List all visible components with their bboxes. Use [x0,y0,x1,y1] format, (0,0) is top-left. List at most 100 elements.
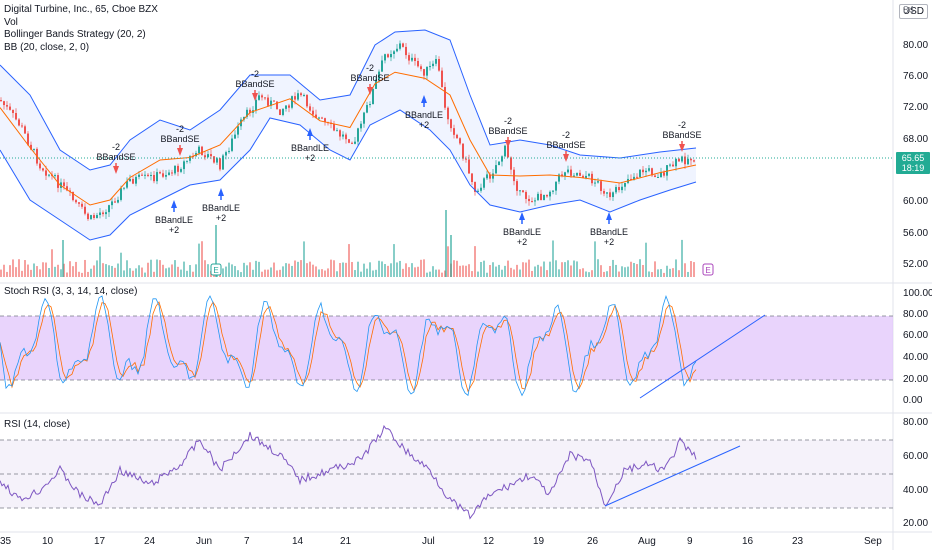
volume-bar [507,260,509,277]
candle-body [264,97,266,99]
volume-bar [408,267,410,277]
bar-countdown: 18:19 [901,163,925,173]
candle-body [312,110,314,115]
signal-qty-label: +2 [169,225,179,235]
time-label: 10 [42,536,54,547]
candle-body [285,105,287,109]
candle-body [582,175,584,178]
volume-bar [132,270,134,277]
volume-bar [543,261,545,277]
rsi-line [0,424,697,520]
signal-name-label: BBandLE [503,227,541,237]
candle-body [318,117,320,119]
time-label: 14 [292,536,304,547]
rsi-trendline[interactable] [604,445,741,507]
candle-body [180,169,182,172]
candle-body [564,172,566,177]
candle-body [555,181,557,191]
volume-bar [423,259,425,277]
candle-body [177,165,179,172]
candle-body [549,191,551,197]
volume-bar [62,240,64,277]
volume-bar [270,267,272,277]
volume-bar [639,259,641,277]
time-label: 26 [587,536,599,547]
short-entry-arrow [252,93,258,101]
rsi-tick: 80.00 [903,417,929,428]
candle-body [483,178,485,188]
volume-bar [15,267,17,277]
currency-button[interactable]: USD [898,4,928,19]
candle-body [0,100,2,102]
stoch-legend[interactable]: Stoch RSI (3, 3, 14, 14, close) [4,286,138,297]
candle-body [498,161,500,166]
volume-bar [675,259,677,277]
volume-bar [108,265,110,277]
short-entry-arrow [177,148,183,156]
candle-body [528,198,530,202]
candle-body [246,109,248,117]
candle-body [600,181,602,191]
candle-body [123,187,125,189]
volume-bar [546,270,548,277]
volume-bar [48,267,50,277]
volume-bar [594,241,596,277]
candlesticks[interactable] [0,40,695,221]
volume-bar [489,264,491,277]
volume-bar [582,268,584,277]
volume-bar [483,260,485,277]
volume-bar [633,262,635,277]
volume-bar [414,267,416,277]
rsi-legend[interactable]: RSI (14, close) [4,419,71,430]
signal-name-label: BBandLE [202,203,240,213]
volume-bar [276,270,278,277]
candle-body [531,201,533,203]
candle-body [279,109,281,115]
candle-body [282,108,284,115]
candle-body [45,170,47,176]
signal-qty-label: +2 [216,213,226,223]
volume-bar [246,265,248,277]
strategy-legend[interactable]: Bollinger Bands Strategy (20, 2) [4,29,146,40]
candle-body [120,188,122,200]
volume-bar [447,246,449,277]
candle-body [372,88,374,105]
candle-body [438,59,440,71]
candle-body [24,126,26,134]
volume-legend[interactable]: Vol [4,16,18,28]
candle-body [255,99,257,111]
volume-bar [417,266,419,277]
volume-bar [354,270,356,277]
candle-body [153,174,155,182]
volume-bar [624,267,626,277]
candle-body [315,114,317,118]
bollinger-band-fill [0,30,696,240]
candle-body [642,169,644,173]
signal-name-label: BBandLE [590,227,628,237]
volume-bar [585,271,587,277]
volume-bar [432,266,434,277]
symbol-title[interactable]: Digital Turbine, Inc., 65, Cboe BZX [4,4,158,15]
bb-legend[interactable]: BB (20, close, 2, 0) [4,41,90,53]
candle-body [99,212,101,216]
candle-body [63,182,65,187]
signal-name-label: BBandSE [488,126,527,136]
stoch-tick: 20.00 [903,374,929,385]
stoch-trendline[interactable] [639,314,766,399]
time-label: 7 [244,536,250,547]
earnings-marker[interactable]: E [210,263,222,276]
candle-body [570,169,572,176]
volume-bar [174,260,176,277]
candle-body [456,134,458,139]
volume-bar [195,264,197,277]
candle-body [144,174,146,176]
candle-body [546,194,548,197]
candle-body [126,181,128,188]
long-entry-arrow [307,128,313,136]
candle-body [471,173,473,183]
volume-bar [54,266,56,277]
volume-bar [360,271,362,277]
volume-bar [57,264,59,277]
earnings-marker[interactable]: E [702,263,714,276]
